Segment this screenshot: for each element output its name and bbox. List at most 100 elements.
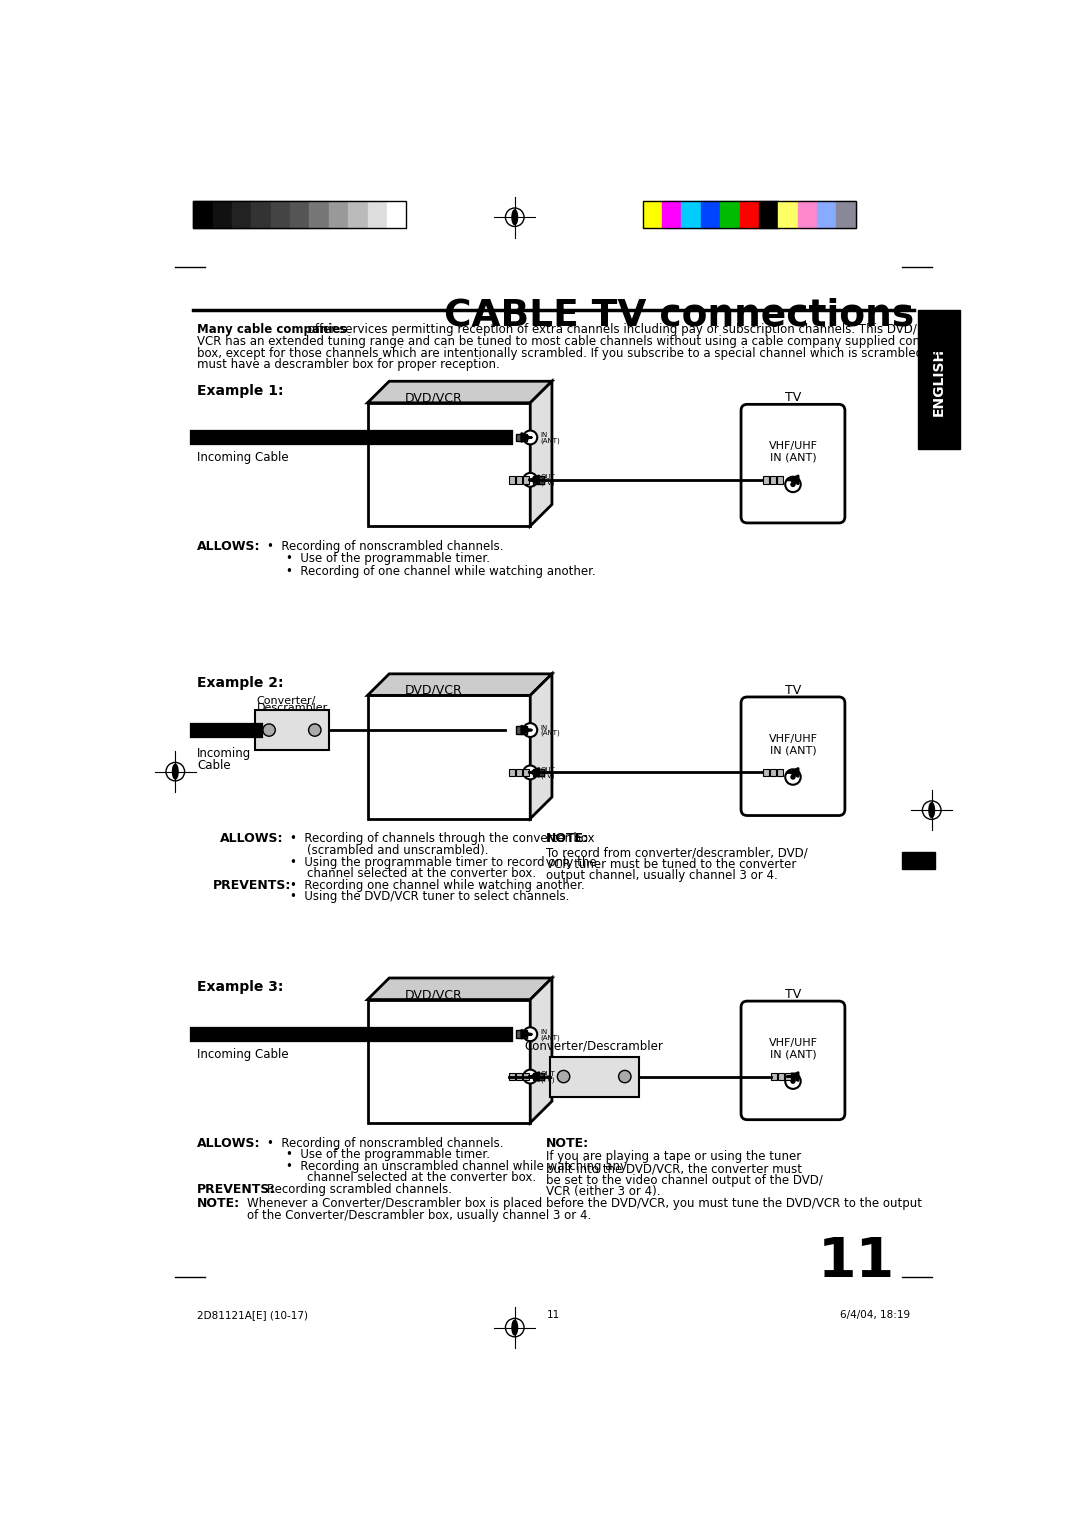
Bar	[255, 711, 328, 750]
Bar	[516, 726, 527, 733]
Text: ALLOWS:: ALLOWS:	[220, 833, 284, 845]
Text: OUT: OUT	[540, 767, 555, 773]
Bar	[509, 1073, 515, 1080]
Text: OUT: OUT	[540, 1071, 555, 1077]
Bar	[516, 434, 527, 442]
Circle shape	[791, 775, 796, 779]
Text: 11: 11	[546, 1309, 561, 1320]
Text: (TV): (TV)	[540, 1076, 555, 1083]
Bar	[770, 475, 775, 484]
Text: If you are playing a tape or using the tuner: If you are playing a tape or using the t…	[545, 1151, 801, 1163]
Text: To record from converter/descrambler, DVD/: To record from converter/descrambler, DV…	[545, 847, 808, 859]
Bar	[720, 202, 740, 228]
FancyBboxPatch shape	[741, 1001, 845, 1120]
Circle shape	[262, 724, 275, 736]
Text: VHF/UHF: VHF/UHF	[769, 1038, 818, 1048]
Ellipse shape	[512, 209, 517, 225]
Bar	[328, 202, 348, 228]
Circle shape	[524, 766, 537, 779]
Text: Example 3:: Example 3:	[197, 981, 283, 995]
Bar	[367, 403, 530, 526]
Text: Example 1:: Example 1:	[197, 384, 283, 397]
Bar	[762, 769, 769, 776]
Text: 11: 11	[818, 1235, 894, 1290]
Ellipse shape	[929, 802, 934, 817]
Text: ALLOWS:: ALLOWS:	[197, 1137, 260, 1149]
Text: (TV): (TV)	[540, 480, 555, 486]
Text: be set to the video channel output of the DVD/: be set to the video channel output of th…	[545, 1174, 823, 1187]
Circle shape	[524, 1070, 537, 1083]
Text: •  Recording of channels through the converter box: • Recording of channels through the conv…	[291, 833, 595, 845]
Text: •  Using the DVD/VCR tuner to select channels.: • Using the DVD/VCR tuner to select chan…	[291, 891, 569, 903]
Bar	[779, 1073, 784, 1080]
Bar	[515, 475, 522, 484]
Text: (ANT): (ANT)	[540, 730, 561, 736]
Text: IN (ANT): IN (ANT)	[770, 746, 816, 755]
Text: •  Recording of nonscrambled channels.: • Recording of nonscrambled channels.	[267, 539, 503, 553]
Text: Many cable companies: Many cable companies	[197, 324, 348, 336]
Polygon shape	[367, 978, 552, 999]
FancyBboxPatch shape	[741, 697, 845, 816]
Bar	[232, 202, 252, 228]
Bar	[777, 475, 783, 484]
Bar	[523, 475, 529, 484]
Bar	[213, 202, 232, 228]
Text: output channel, usually channel 3 or 4.: output channel, usually channel 3 or 4.	[545, 869, 778, 883]
Text: VCR (either 3 or 4).: VCR (either 3 or 4).	[545, 1186, 660, 1198]
Bar	[515, 769, 522, 776]
Text: NOTE:: NOTE:	[197, 1196, 240, 1210]
Text: NOTE:: NOTE:	[545, 833, 589, 845]
Text: PREVENTS:: PREVENTS:	[197, 1183, 275, 1196]
Text: channel selected at the converter box.: channel selected at the converter box.	[307, 866, 536, 880]
Text: ALLOWS:: ALLOWS:	[197, 539, 260, 553]
Text: (TV): (TV)	[540, 772, 555, 779]
Bar	[902, 853, 935, 869]
Bar	[762, 475, 769, 484]
Text: DVD/VCR: DVD/VCR	[405, 391, 462, 405]
Bar	[516, 1030, 527, 1038]
Text: Whenever a Converter/Descrambler box is placed before the DVD/VCR, you must tune: Whenever a Converter/Descrambler box is …	[247, 1196, 922, 1210]
Bar	[534, 769, 544, 776]
Bar	[816, 202, 836, 228]
Text: ENGLISH: ENGLISH	[932, 348, 946, 416]
Text: •  Recording an unscrambled channel while watching any: • Recording an unscrambled channel while…	[286, 1160, 627, 1172]
Text: channel selected at the converter box.: channel selected at the converter box.	[307, 1172, 536, 1184]
Circle shape	[791, 481, 796, 487]
Text: Cable: Cable	[197, 759, 231, 772]
Text: IN: IN	[540, 1028, 548, 1034]
Text: VHF/UHF: VHF/UHF	[769, 733, 818, 744]
Circle shape	[619, 1071, 631, 1083]
Circle shape	[309, 724, 321, 736]
Circle shape	[785, 1074, 800, 1089]
Bar	[643, 202, 855, 228]
Text: Descrambler: Descrambler	[257, 703, 328, 714]
Text: IN: IN	[540, 432, 548, 439]
Bar	[681, 202, 701, 228]
Bar	[534, 475, 544, 484]
Bar	[291, 202, 309, 228]
Bar	[367, 202, 387, 228]
Circle shape	[524, 431, 537, 445]
Circle shape	[557, 1071, 570, 1083]
Text: NOTE:: NOTE:	[545, 1137, 589, 1149]
Text: (ANT): (ANT)	[540, 437, 561, 443]
Text: Converter/Descrambler: Converter/Descrambler	[525, 1039, 663, 1053]
Text: IN (ANT): IN (ANT)	[770, 452, 816, 463]
Polygon shape	[530, 978, 552, 1123]
Bar	[309, 202, 328, 228]
Text: VCR has an extended tuning range and can be tuned to most cable channels without: VCR has an extended tuning range and can…	[197, 335, 956, 348]
Bar	[771, 1073, 778, 1080]
Text: of the Converter/Descrambler box, usually channel 3 or 4.: of the Converter/Descrambler box, usuall…	[247, 1209, 592, 1222]
Bar	[509, 475, 515, 484]
Bar	[252, 202, 271, 228]
Text: TV: TV	[785, 989, 801, 1001]
Polygon shape	[530, 382, 552, 526]
Text: IN: IN	[540, 724, 548, 730]
Bar	[193, 202, 213, 228]
Text: Example 2:: Example 2:	[197, 677, 283, 691]
Text: built into the DVD/VCR, the converter must: built into the DVD/VCR, the converter mu…	[545, 1161, 801, 1175]
Bar	[550, 1056, 638, 1097]
Bar	[515, 1073, 522, 1080]
Text: box, except for those channels which are intentionally scrambled. If you subscri: box, except for those channels which are…	[197, 347, 953, 359]
Text: TV: TV	[785, 685, 801, 697]
